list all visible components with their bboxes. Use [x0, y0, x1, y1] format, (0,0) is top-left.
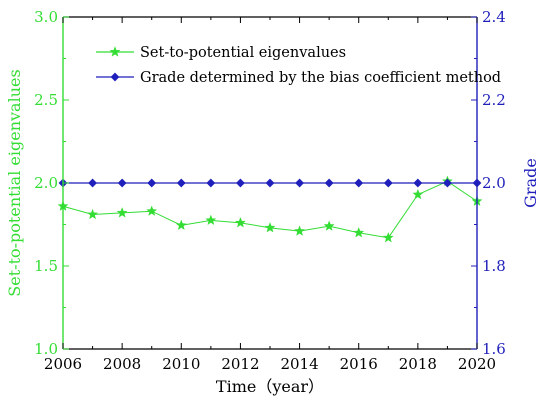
legend-marker-1 — [110, 72, 120, 82]
legend-label-1: Grade determined by the bias coefficient… — [140, 70, 501, 86]
x-tick-label: 2012 — [221, 355, 259, 373]
series-1-point — [324, 178, 334, 188]
series-0-point — [353, 227, 365, 238]
right-y-tick-label: 2.2 — [482, 91, 506, 109]
x-tick-label: 2018 — [399, 355, 437, 373]
series-1-point — [354, 178, 364, 188]
series-0-point — [234, 217, 246, 228]
series-1-point — [235, 178, 245, 188]
right-y-tick-label: 1.6 — [482, 340, 506, 358]
series-1-point — [383, 178, 393, 188]
x-axis-label: Time（year） — [216, 377, 324, 396]
left-y-tick-label: 3.0 — [34, 8, 58, 26]
left-y-axis-label: Set-to-potential eigenvalues — [5, 69, 24, 296]
x-tick-label: 2020 — [458, 355, 496, 373]
series-0-point — [412, 188, 424, 200]
series-0-point — [175, 219, 187, 230]
series-0-point — [264, 222, 276, 233]
series-0-point — [116, 207, 128, 218]
x-tick-label: 2010 — [162, 355, 200, 373]
series-1-point — [265, 178, 275, 188]
series-1-point — [442, 178, 452, 188]
series-0-point — [323, 220, 335, 231]
x-tick-label: 2006 — [44, 355, 82, 373]
right-y-axis-label: Grade — [521, 158, 540, 208]
series-1-point — [413, 178, 423, 188]
legend: Set-to-potential eigenvalues Grade determ… — [96, 45, 501, 86]
right-y-tick-label: 2.4 — [482, 8, 506, 26]
series-1-point — [206, 178, 216, 188]
left-y-tick-label: 2.0 — [34, 174, 58, 192]
axes-layer: 2006 2008 2010 2012 2014 2016 2018 2020 1.0 1.5 2.… — [34, 8, 506, 373]
series-1-point — [295, 178, 305, 188]
left-y-tick-label: 1.0 — [34, 340, 58, 358]
legend-label-0: Set-to-potential eigenvalues — [140, 45, 346, 61]
x-tick-label: 2016 — [340, 355, 378, 373]
legend-marker-0 — [109, 46, 121, 57]
x-tick-label: 2014 — [280, 355, 318, 373]
series-1-point — [176, 178, 186, 188]
series-1-point — [88, 178, 98, 188]
series-0-point — [146, 205, 158, 216]
x-tick-label: 2008 — [103, 355, 141, 373]
series-0-point — [294, 225, 306, 236]
series-0-point — [87, 208, 99, 220]
series-1-point — [147, 178, 157, 188]
left-y-tick-label: 1.5 — [34, 257, 58, 275]
right-y-tick-label: 2.0 — [482, 174, 506, 192]
right-y-tick-label: 1.8 — [482, 257, 506, 275]
series-0-point — [205, 214, 217, 226]
series-0-point — [382, 232, 394, 243]
left-y-tick-label: 2.5 — [34, 91, 58, 109]
series-1-point — [117, 178, 127, 188]
